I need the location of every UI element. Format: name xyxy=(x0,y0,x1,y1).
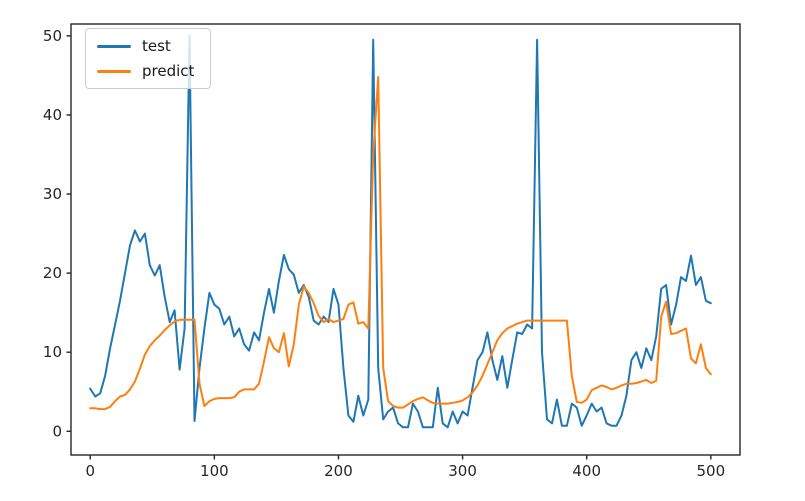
axes-frame xyxy=(70,23,741,456)
y-tick-label: 40 xyxy=(43,106,62,124)
predict-line xyxy=(89,76,712,411)
x-tick-label: 0 xyxy=(85,462,95,480)
legend-item-predict: predict xyxy=(97,62,194,80)
y-tick-label: 0 xyxy=(52,422,62,440)
y-tick-label: 10 xyxy=(43,343,62,361)
x-tick-label: 100 xyxy=(200,462,229,480)
y-tick-label: 20 xyxy=(43,264,62,282)
x-tick-label: 500 xyxy=(697,462,726,480)
y-tick-label: 30 xyxy=(43,185,62,203)
test-line xyxy=(89,34,712,429)
legend: test predict xyxy=(85,28,212,89)
x-tick-label: 300 xyxy=(448,462,477,480)
predict-line-swatch xyxy=(97,69,131,73)
legend-label-predict: predict xyxy=(142,62,195,80)
x-tick-label: 200 xyxy=(324,462,353,480)
x-tick-label: 400 xyxy=(572,462,601,480)
legend-item-test: test xyxy=(97,37,194,55)
test-line-swatch xyxy=(97,44,131,48)
legend-label-test: test xyxy=(142,37,171,55)
y-tick-label: 50 xyxy=(43,27,62,45)
